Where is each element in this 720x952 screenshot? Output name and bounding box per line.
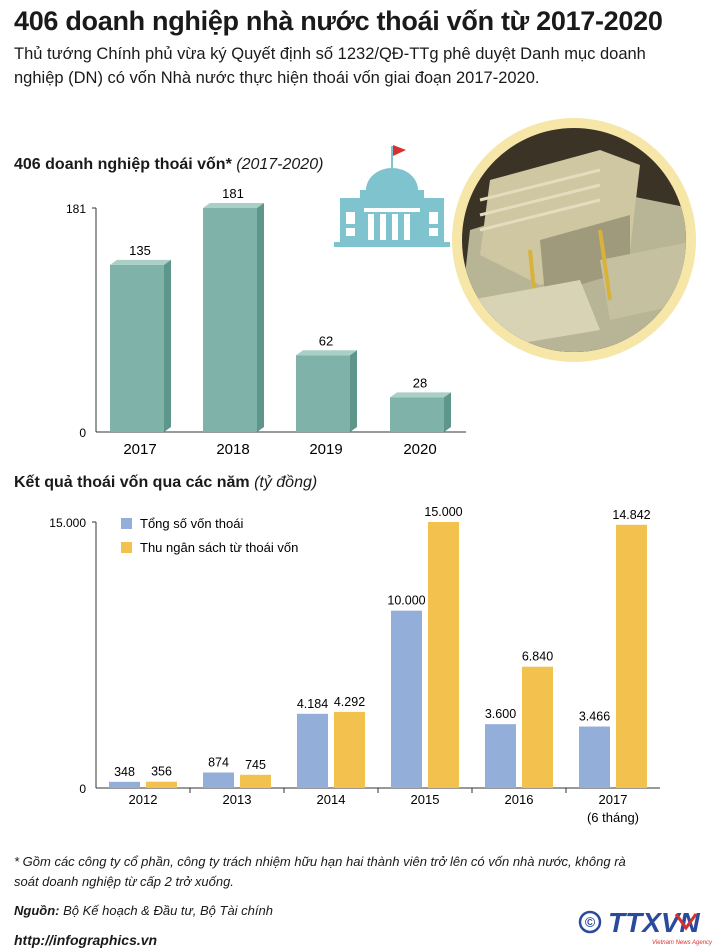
chart2-bar-tong-von <box>485 724 516 788</box>
chart2-legend-label: Thu ngân sách từ thoái vốn <box>140 540 298 555</box>
chart1-bar-top <box>110 259 171 265</box>
chart2-bar-tong-von <box>203 772 234 788</box>
chart2-value-label: 4.292 <box>334 695 365 709</box>
chart2-bar-tong-von <box>297 713 328 788</box>
chart2-value-label: 14.842 <box>612 508 650 522</box>
chart2-value-label: 348 <box>114 765 135 779</box>
chart2-value-label: 10.000 <box>387 594 425 608</box>
chart2-x-label: 2016 <box>505 792 534 807</box>
chart2-x-label: 2013 <box>223 792 252 807</box>
chart2-x-label: 2014 <box>317 792 346 807</box>
chart1-x-label: 2019 <box>309 441 342 458</box>
page-title: 406 doanh nghiệp nhà nước thoái vốn từ 2… <box>14 6 663 36</box>
copyright-mark: © <box>585 914 596 930</box>
chart1-bar-side <box>444 392 451 432</box>
money-stack-photo <box>452 118 696 362</box>
chart1-bar-top <box>390 392 451 398</box>
chart2-value-label: 3.600 <box>485 707 516 721</box>
chart2-bar-tong-von <box>391 610 422 788</box>
chart2-value-label: 745 <box>245 758 266 772</box>
chart1-value-label: 181 <box>222 186 244 201</box>
chart2-title-note: (tỷ đồng) <box>254 474 318 491</box>
chart2-bar-thu-ngan-sach <box>428 522 459 788</box>
chart1-bar <box>203 208 257 432</box>
chart2-title-main: Kết quả thoái vốn qua các năm <box>14 474 250 491</box>
chart1-ytick-label: 0 <box>79 426 86 440</box>
chart2-x-label: 2015 <box>411 792 440 807</box>
chart2-bar-thu-ngan-sach <box>146 781 177 788</box>
source-text: Bộ Kế hoạch & Đầu tư, Bộ Tài chính <box>63 903 273 918</box>
government-building-icon <box>334 145 450 247</box>
chart1-title-main: 406 doanh nghiệp thoái vốn* <box>14 156 232 173</box>
chart1-bar-side <box>257 203 264 432</box>
chart1-value-label: 135 <box>129 243 151 258</box>
chart2-legend-label: Tổng số vốn thoái <box>140 516 243 531</box>
chart1-title-note: (2017-2020) <box>236 156 324 173</box>
chart2-bar-thu-ngan-sach <box>522 666 553 788</box>
chart2-value-label: 15.000 <box>424 505 462 519</box>
logo-text: TTXVN <box>608 907 701 938</box>
chart2-x-label: 2012 <box>129 792 158 807</box>
chart2: 15.000 0 348 356 2012 874 745 2013 4.184 4.292 201… <box>49 505 660 825</box>
chart1-x-label: 2018 <box>216 441 249 458</box>
chart2-value-label: 6.840 <box>522 650 553 664</box>
chart1-title: 406 doanh nghiệp thoái vốn* (2017-2020) <box>14 156 323 174</box>
chart2-x-label: 2017 <box>599 792 628 807</box>
chart2-bar-thu-ngan-sach <box>334 711 365 788</box>
chart1-ytick-label: 181 <box>66 202 86 216</box>
chart2-x-sublabel: (6 tháng) <box>587 810 639 825</box>
website-url[interactable]: http://infographics.vn <box>14 932 158 948</box>
source-label: Nguồn: <box>14 903 60 918</box>
chart2-value-label: 356 <box>151 765 172 779</box>
chart2-bar-thu-ngan-sach <box>240 774 271 788</box>
chart1-bar-side <box>164 259 171 432</box>
chart1-x-label: 2020 <box>403 441 436 458</box>
page-subtitle: Thủ tướng Chính phủ vừa ký Quyết định số… <box>14 45 646 87</box>
chart1-bar <box>110 264 164 432</box>
chart1: 181 0 135 2017 181 2018 62 2019 28 2020 <box>66 186 466 458</box>
ttxvn-logo: © TTXVN Vietnam News Agency <box>578 907 713 946</box>
chart1-bar <box>390 397 444 432</box>
chart2-legend-swatch <box>121 542 132 553</box>
chart1-value-label: 28 <box>413 375 427 390</box>
chart2-ytick-label: 15.000 <box>49 516 86 530</box>
chart2-bar-tong-von <box>579 726 610 788</box>
chart1-bar-side <box>350 350 357 432</box>
chart1-value-label: 62 <box>319 333 333 348</box>
footnote: * Gồm các công ty cổ phần, công ty trách… <box>14 854 626 889</box>
chart2-bar-thu-ngan-sach <box>616 524 647 788</box>
chart2-value-label: 4.184 <box>297 697 328 711</box>
source: Nguồn: Bộ Kế hoạch & Đầu tư, Bộ Tài chín… <box>14 903 273 918</box>
chart1-x-label: 2017 <box>123 441 156 458</box>
chart2-ytick-label: 0 <box>79 782 86 796</box>
chart2-value-label: 3.466 <box>579 710 610 724</box>
chart1-bar-top <box>296 350 357 356</box>
chart1-bar-top <box>203 203 264 208</box>
chart2-legend-swatch <box>121 518 132 529</box>
logo-subtext: Vietnam News Agency <box>652 940 713 946</box>
chart2-value-label: 874 <box>208 756 229 770</box>
chart1-bar <box>296 355 350 432</box>
chart2-title: Kết quả thoái vốn qua các năm (tỷ đồng) <box>14 474 317 492</box>
chart2-bar-tong-von <box>109 781 140 788</box>
